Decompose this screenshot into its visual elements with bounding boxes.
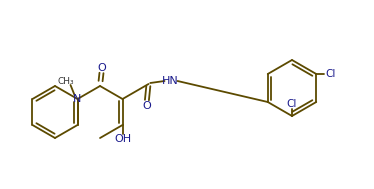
- Text: CH₃: CH₃: [57, 77, 74, 85]
- Text: N: N: [73, 94, 82, 104]
- Text: OH: OH: [114, 134, 131, 144]
- Text: Cl: Cl: [287, 99, 297, 109]
- Text: O: O: [98, 63, 107, 73]
- Text: Cl: Cl: [325, 69, 335, 79]
- Text: HN: HN: [162, 76, 179, 86]
- Text: O: O: [142, 101, 151, 111]
